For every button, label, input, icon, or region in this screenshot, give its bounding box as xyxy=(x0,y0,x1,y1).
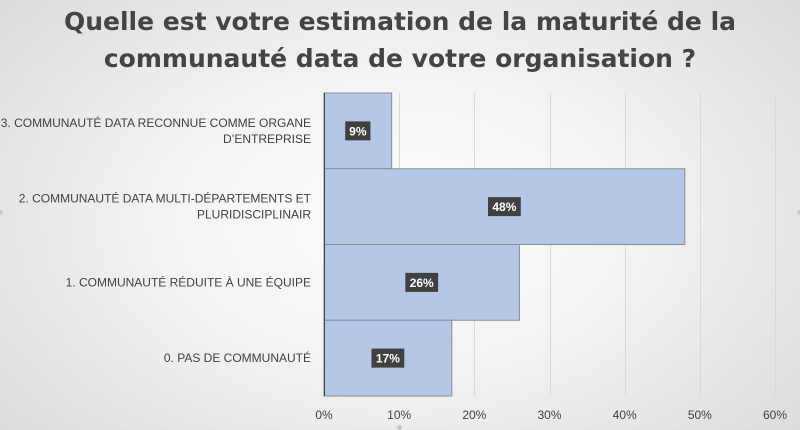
x-tick-label-1: 10% xyxy=(387,408,411,422)
data-label-3: 17% xyxy=(376,352,400,366)
category-labels: 3. COMMUNAUTÉ DATA RECONNUE COMME ORGANE… xyxy=(1,115,312,365)
category-label-0-line-1: D’ENTREPRISE xyxy=(223,132,311,146)
edge-marker-right xyxy=(797,210,800,215)
data-label-box-2 xyxy=(405,272,439,292)
chart-title: Quelle est votre estimation de la maturi… xyxy=(64,7,736,73)
x-tick-label-4: 40% xyxy=(613,408,637,422)
chart-title-line-2: communauté data de votre organisation ? xyxy=(104,44,696,73)
category-label-0-line-0: 3. COMMUNAUTÉ DATA RECONNUE COMME ORGANE xyxy=(1,115,311,130)
data-label-box-0 xyxy=(345,121,371,141)
x-tick-label-6: 60% xyxy=(763,408,787,422)
edge-marker-left xyxy=(0,210,3,215)
category-label-2-line-0: 1. COMMUNAUTÉ RÉDUITE À UNE ÉQUIPE xyxy=(66,274,311,289)
data-label-2: 26% xyxy=(410,276,434,290)
category-label-3-line-0: 0. PAS DE COMMUNAUTÉ xyxy=(164,350,311,365)
data-label-0: 9% xyxy=(349,124,367,138)
data-label-box-1 xyxy=(488,197,521,217)
data-label-box-3 xyxy=(371,348,405,368)
x-tick-label-2: 20% xyxy=(462,408,486,422)
x-tick-label-0: 0% xyxy=(315,408,333,422)
data-label-1: 48% xyxy=(492,200,516,214)
chart-title-line-1: Quelle est votre estimation de la maturi… xyxy=(64,7,736,36)
category-label-1-line-1: PLURIDISCIPLINAIR xyxy=(197,208,311,222)
bars xyxy=(323,92,686,397)
data-labels: 9% 48% 26% 17% xyxy=(345,121,521,368)
category-label-1-line-0: 2. COMMUNAUTÉ DATA MULTI-DÉPARTEMENTS ET xyxy=(19,191,312,206)
x-tick-label-3: 30% xyxy=(537,408,561,422)
x-axis-tick-labels: 0% 10% 20% 30% 40% 50% 60% xyxy=(315,408,787,422)
x-tick-label-5: 50% xyxy=(688,408,712,422)
